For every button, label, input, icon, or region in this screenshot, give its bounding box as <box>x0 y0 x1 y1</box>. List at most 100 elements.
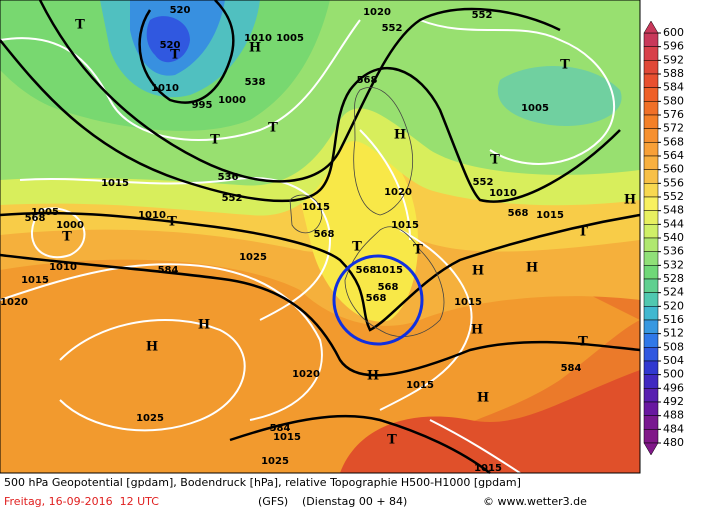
colorbar-label: 508 <box>663 340 684 353</box>
pressure-center: T <box>167 215 177 230</box>
contour-label: 1020 <box>363 7 391 18</box>
colorbar-swatch <box>643 114 659 129</box>
colorbar-label: 588 <box>663 67 684 80</box>
colorbar-label: 532 <box>663 258 684 271</box>
colorbar-label: 580 <box>663 94 684 107</box>
pressure-center: T <box>413 243 423 258</box>
pressure-center: H <box>146 340 158 355</box>
colorbar-label: 536 <box>663 245 684 258</box>
pressure-center: H <box>526 261 538 276</box>
contour-label: 1010 <box>151 83 179 94</box>
coastline <box>353 87 414 216</box>
geopotential-lines <box>0 0 641 474</box>
contour-label: 1005 <box>31 207 59 218</box>
contour-label: 568 <box>378 282 399 293</box>
pressure-center: H <box>477 391 489 406</box>
colorbar-label: 500 <box>663 368 684 381</box>
isobar <box>359 129 411 241</box>
colorbar: 6005965925885845805765725685645605565525… <box>643 20 684 456</box>
colorbar-label: 512 <box>663 327 684 340</box>
colorbar-swatch <box>643 60 659 75</box>
footer-credit: © www.wetter3.de <box>483 495 587 508</box>
contour-label: 1015 <box>302 202 330 213</box>
cold-pool-east <box>497 66 622 126</box>
colorbar-label: 520 <box>663 299 684 312</box>
footer: 500 hPa Geopotential [gpdam], Bodendruck… <box>4 476 587 508</box>
colorbar-label: 576 <box>663 108 684 121</box>
colorbar-label: 540 <box>663 231 684 244</box>
contour-label: 1025 <box>261 456 289 467</box>
footer-description: 500 hPa Geopotential [gpdam], Bodendruck… <box>4 476 521 489</box>
isobar <box>0 263 323 421</box>
contour-label: 1015 <box>454 297 482 308</box>
pressure-center: T <box>210 133 220 148</box>
colorbar-label: 484 <box>663 422 684 435</box>
contour-label: 1015 <box>536 210 564 221</box>
contour-label: 520 <box>160 40 181 51</box>
colorbar-label: 492 <box>663 395 684 408</box>
pressure-center: T <box>268 121 278 136</box>
pressure-center: T <box>490 153 500 168</box>
colorbar-swatch <box>643 87 659 102</box>
colorbar-label: 548 <box>663 204 684 217</box>
low-core <box>146 16 190 63</box>
isobar <box>429 419 521 474</box>
colorbar-label: 596 <box>663 40 684 53</box>
footer-run: (Dienstag 00 + 84) <box>302 495 407 508</box>
coastline <box>344 226 445 337</box>
colorbar-label: 556 <box>663 176 684 189</box>
contour-label: 1025 <box>136 413 164 424</box>
contour-label: 1020 <box>0 297 28 308</box>
colorbar-label: 516 <box>663 313 684 326</box>
isobar <box>30 207 86 259</box>
colorbar-swatch <box>643 210 659 225</box>
colorbar-label: 496 <box>663 381 684 394</box>
map <box>0 0 641 474</box>
contour-label: 1010 <box>49 262 77 273</box>
contour-label: 1000 <box>218 95 246 106</box>
contour-label: 1025 <box>239 252 267 263</box>
contour-label: 552 <box>222 193 243 204</box>
contour-label: 1000 <box>56 220 84 231</box>
pressure-center: H <box>624 193 636 208</box>
colorbar-swatch <box>643 224 659 239</box>
contour-label: 584 <box>158 265 179 276</box>
colorbar-label: 592 <box>663 53 684 66</box>
contour-label: 1020 <box>292 369 320 380</box>
contour-label: 1010 <box>138 210 166 221</box>
colorbar-label: 600 <box>663 26 684 39</box>
colorbar-swatch <box>643 388 659 403</box>
contour-label: 536 <box>218 172 239 183</box>
map-labels: 520 520 552 552 1020 1010 1005 538 568 1000 995 101… <box>0 5 636 474</box>
colorbar-label: 488 <box>663 409 684 422</box>
contour-label: 520 <box>170 5 191 16</box>
isobar <box>59 319 246 432</box>
colorbar-swatch <box>643 415 659 430</box>
colorbar-label: 528 <box>663 272 684 285</box>
height-line <box>0 211 641 332</box>
colorbar-label: 572 <box>663 122 684 135</box>
height-line <box>38 0 561 183</box>
colorbar-label: 544 <box>663 217 684 230</box>
colorbar-swatch <box>643 128 659 143</box>
height-line <box>138 0 235 104</box>
contour-label: 568 <box>314 229 335 240</box>
colorbar-arrow-bottom <box>643 442 659 456</box>
highlight-circle <box>332 254 424 346</box>
pressure-center: H <box>198 318 210 333</box>
pressure-center: H <box>472 264 484 279</box>
height-line <box>0 253 641 377</box>
pressure-center: T <box>387 433 397 448</box>
colorbar-swatch <box>643 142 659 157</box>
colorbar-swatch <box>643 306 659 321</box>
contour-label: 568 <box>356 265 377 276</box>
colorbar-swatch <box>643 333 659 348</box>
height-line <box>229 414 491 474</box>
contour-label: 1015 <box>474 463 502 474</box>
colorbar-swatch <box>643 251 659 266</box>
isobars <box>0 19 616 474</box>
colorbar-label: 480 <box>663 436 684 449</box>
colorbar-swatch <box>643 265 659 280</box>
colorbar-swatch <box>643 155 659 170</box>
colorbar-swatch <box>643 319 659 334</box>
